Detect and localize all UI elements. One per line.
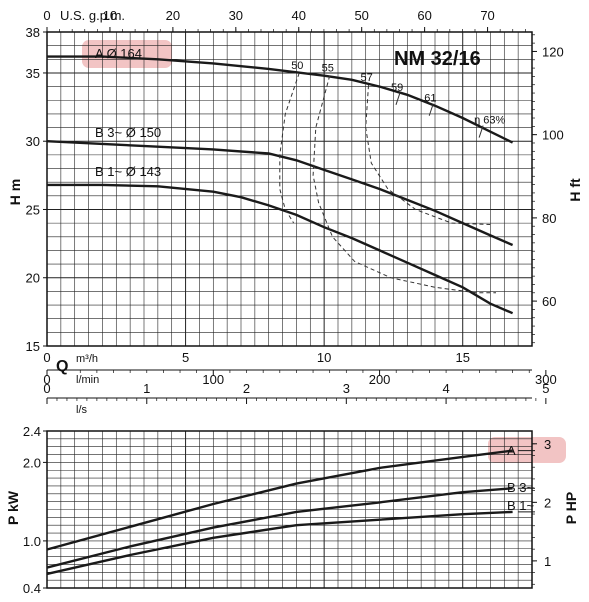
q-lmin-tick-label: 100 <box>202 372 224 387</box>
power-y2-tick-label: 1 <box>544 554 551 569</box>
q-m3h-tick-label: 10 <box>317 350 331 365</box>
top-tick-label: 60 <box>417 8 431 23</box>
curve-label-b3: B 3~ Ø 150 <box>95 125 161 140</box>
q-m3h-tick-label: 15 <box>455 350 469 365</box>
power-chart-grid <box>46 430 533 589</box>
efficiency-label: η 63% <box>474 115 505 127</box>
power-curve-0 <box>46 449 513 551</box>
head-curve-1 <box>46 140 514 247</box>
q-m3h-tick-label: 0 <box>43 350 50 365</box>
model-title: NM 32/16 <box>394 48 481 70</box>
top-tick-label: 70 <box>480 8 494 23</box>
efficiency-marker-5 <box>478 125 484 138</box>
y2-tick-label: 80 <box>542 211 556 226</box>
y-tick-label: 35 <box>26 66 40 81</box>
power-y-tick-label: 1.0 <box>23 534 41 549</box>
power-y-tick-label: 2.0 <box>23 455 41 470</box>
power-y2-tick-label: 3 <box>544 437 551 452</box>
power-curves <box>46 449 535 576</box>
efficiency-label: 50 <box>291 60 303 72</box>
q-ls-tick-label: 5 <box>542 381 549 396</box>
q-ls-tick-label: 4 <box>442 381 449 396</box>
q-label: Q <box>56 358 68 375</box>
efficiency-label: 61 <box>424 93 436 105</box>
y-tick-label: 15 <box>26 339 40 354</box>
highlight-curve-a <box>82 40 172 68</box>
y-tick-label: 38 <box>26 25 40 40</box>
efficiency-label: 55 <box>322 63 334 75</box>
efficiency-curves: 50 55 57 59 61 η 63% <box>279 60 506 294</box>
y-axis-title-p-kw: P kW <box>5 490 21 525</box>
power-label-a: A <box>507 443 516 458</box>
q-ls-tick-label: 3 <box>343 381 350 396</box>
y-tick-label: 30 <box>26 134 40 149</box>
power-curve-1 <box>46 487 513 569</box>
q-lmin-tick-label: 200 <box>369 372 391 387</box>
top-tick-label: 20 <box>166 8 180 23</box>
power-chart-ticks: 0.4 1.0 2.0 2.4 1 2 3 <box>23 424 551 596</box>
power-y2-tick-label: 2 <box>544 495 551 510</box>
efficiency-marker-4 <box>428 103 434 116</box>
efficiency-curve-2 <box>365 85 491 225</box>
power-y-tick-label: 2.4 <box>23 424 41 439</box>
top-tick-label: 30 <box>229 8 243 23</box>
top-axis-unit: U.S. g.p.m. <box>60 8 125 23</box>
top-tick-label: 0 <box>43 8 50 23</box>
efficiency-label: 57 <box>360 72 372 84</box>
y2-axis-title-h-ft: H ft <box>567 178 583 202</box>
top-tick-label: 10 <box>103 8 117 23</box>
power-chart-frame <box>46 430 533 589</box>
head-curve-0 <box>47 55 514 144</box>
power-curve-2 <box>46 510 513 576</box>
efficiency-marker-3 <box>395 92 401 105</box>
y2-tick-label: 120 <box>542 44 564 59</box>
q-unit-lmin: l/min <box>76 374 99 386</box>
efficiency-curve-1 <box>312 75 496 294</box>
efficiency-label: 59 <box>391 82 403 94</box>
y-tick-label: 20 <box>26 271 40 286</box>
y2-axis-title-p-hp: P HP <box>563 492 579 524</box>
top-tick-label: 40 <box>292 8 306 23</box>
highlight-power-a <box>488 437 566 463</box>
q-ls-tick-label: 2 <box>243 381 250 396</box>
head-chart-frame <box>46 31 533 347</box>
q-ls-tick-label: 1 <box>143 381 150 396</box>
y-axis-title-h-m: H m <box>7 179 23 205</box>
q-lmin-tick-label: 0 <box>43 372 50 387</box>
head-curves <box>46 55 514 315</box>
efficiency-curve-0 <box>279 72 300 224</box>
power-label-b3: B 3~ <box>507 480 535 495</box>
q-unit-m3h: m³/h <box>76 353 98 365</box>
q-m3h-tick-label: 5 <box>182 350 189 365</box>
head-curve-2 <box>47 183 514 315</box>
power-label-b1: B 1~ <box>507 498 535 513</box>
y2-tick-label: 100 <box>542 128 564 143</box>
q-ls-tick-label: 0 <box>43 381 50 396</box>
top-tick-label: 50 <box>354 8 368 23</box>
y2-tick-label: 60 <box>542 294 556 309</box>
y-tick-label: 25 <box>26 202 40 217</box>
q-unit-ls: l/s <box>76 404 88 416</box>
q-lmin-tick-label: 300 <box>535 372 557 387</box>
curve-label-b1: B 1~ Ø 143 <box>95 164 161 179</box>
curve-label-a: A Ø 164 <box>95 46 142 61</box>
head-chart-grid <box>46 31 533 347</box>
power-y-tick-label: 0.4 <box>23 581 41 596</box>
